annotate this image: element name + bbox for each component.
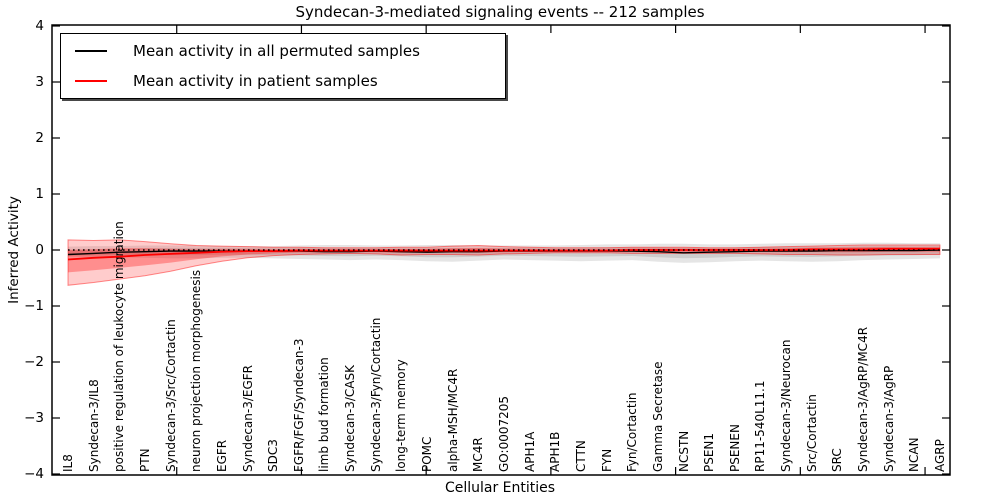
- x-tick-label: MC4R: [471, 437, 486, 472]
- legend-line-patient-icon: [75, 80, 107, 82]
- x-tick-label: SRC: [830, 448, 845, 472]
- legend-entry-permuted: Mean activity in all permuted samples: [61, 39, 505, 63]
- y-tick-label: 0: [35, 242, 44, 258]
- x-axis-label: Cellular Entities: [444, 480, 556, 496]
- x-tick-label: PSENEN: [727, 424, 742, 472]
- x-tick-label: PSEN1: [702, 432, 717, 472]
- x-tick-label: Syndecan-3/Neurocan: [779, 339, 794, 472]
- x-tick-label: Syndecan-3/IL8: [86, 379, 101, 472]
- y-tick-label: 2: [35, 130, 44, 146]
- y-tick-label: −3: [24, 410, 44, 426]
- y-tick-label: 4: [35, 18, 44, 34]
- x-tick-label: NCAN: [907, 437, 922, 472]
- y-tick-label: −1: [24, 298, 44, 314]
- x-tick-label: long-term memory: [394, 359, 409, 472]
- y-tick-label: −4: [24, 466, 44, 482]
- legend-label-patient: Mean activity in patient samples: [133, 72, 378, 90]
- x-tick-label: Syndecan-3/AgRP: [881, 365, 896, 472]
- x-tick-label: IL8: [61, 454, 75, 472]
- x-tick-label: Syndecan-3/EGFR: [240, 364, 255, 472]
- x-tick-label: AGRP: [933, 439, 947, 472]
- x-tick-label: FGFR/FGF/Syndecan-3: [291, 338, 306, 472]
- x-tick-label: limb bud formation: [317, 357, 332, 472]
- x-tick-label: POMC: [420, 436, 435, 472]
- legend-line-permuted-icon: [75, 50, 107, 52]
- x-tick-label: EGFR: [214, 439, 229, 472]
- y-tick-label: 3: [35, 74, 44, 90]
- x-tick-label: Syndecan-3/Src/Cortactin: [163, 319, 178, 472]
- legend-label-permuted: Mean activity in all permuted samples: [133, 42, 420, 60]
- x-tick-label: SDC3: [266, 439, 281, 472]
- x-tick-label: NCSTN: [676, 430, 691, 472]
- x-tick-label: Src/Cortactin: [804, 394, 819, 472]
- x-tick-label: Fyn/Cortactin: [625, 392, 640, 472]
- x-tick-label: RP11-540L11.1: [753, 380, 768, 472]
- x-tick-label: positive regulation of leukocyte migrati…: [112, 221, 127, 472]
- permuted-range-band: [68, 242, 940, 263]
- x-tick-label: neuron projection morphogenesis: [189, 269, 204, 472]
- x-tick-label: CTTN: [573, 440, 588, 472]
- x-tick-label: GO:0007205: [497, 395, 511, 472]
- x-tick-label: Syndecan-3/Fyn/Cortactin: [368, 317, 383, 472]
- x-tick-label: Gamma Secretase: [650, 361, 665, 472]
- x-tick-label: alpha-MSH/MC4R: [445, 368, 460, 472]
- x-tick-label: APH1A: [522, 431, 537, 472]
- legend-entry-patient: Mean activity in patient samples: [61, 69, 505, 93]
- x-tick-label: Syndecan-3/CASK: [343, 365, 358, 472]
- y-tick-label: −2: [24, 354, 44, 370]
- x-tick-label: FYN: [599, 448, 614, 472]
- x-tick-label: APH1B: [548, 431, 563, 472]
- x-tick-label: PTN: [137, 448, 152, 472]
- x-tick-label: Syndecan-3/AgRP/MC4R: [856, 326, 871, 472]
- chart-title: Syndecan-3-mediated signaling events -- …: [295, 3, 705, 21]
- y-tick-label: 1: [35, 186, 44, 202]
- legend: Mean activity in all permuted samples Me…: [60, 33, 506, 99]
